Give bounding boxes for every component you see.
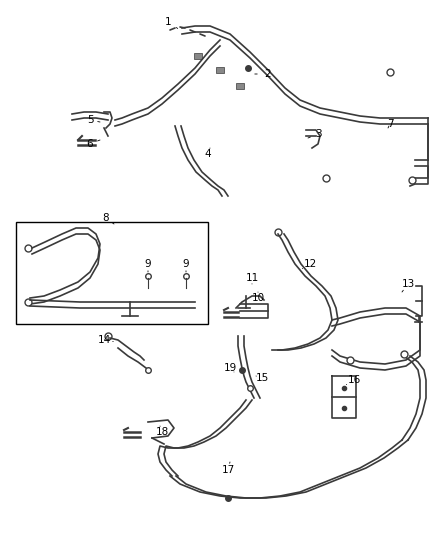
Text: 7: 7 xyxy=(387,119,393,129)
Bar xyxy=(236,83,244,89)
Text: 2: 2 xyxy=(265,69,271,79)
Text: 3: 3 xyxy=(314,129,321,139)
Text: 18: 18 xyxy=(155,427,169,437)
Bar xyxy=(16,222,208,324)
Text: 10: 10 xyxy=(251,293,265,303)
Text: 4: 4 xyxy=(205,149,211,159)
Text: 13: 13 xyxy=(401,279,415,289)
Text: 19: 19 xyxy=(223,363,237,373)
Text: 12: 12 xyxy=(304,259,317,269)
Text: 9: 9 xyxy=(145,259,151,269)
Text: 5: 5 xyxy=(87,115,93,125)
Text: 11: 11 xyxy=(245,273,258,283)
Text: 9: 9 xyxy=(183,259,189,269)
Text: 6: 6 xyxy=(87,139,93,149)
Text: 15: 15 xyxy=(255,373,268,383)
Text: 1: 1 xyxy=(165,17,171,27)
Text: 14: 14 xyxy=(97,335,111,345)
Bar xyxy=(194,53,202,59)
Text: 8: 8 xyxy=(102,213,110,223)
Text: 17: 17 xyxy=(221,465,235,475)
Bar xyxy=(216,67,224,73)
Text: 16: 16 xyxy=(347,375,360,385)
